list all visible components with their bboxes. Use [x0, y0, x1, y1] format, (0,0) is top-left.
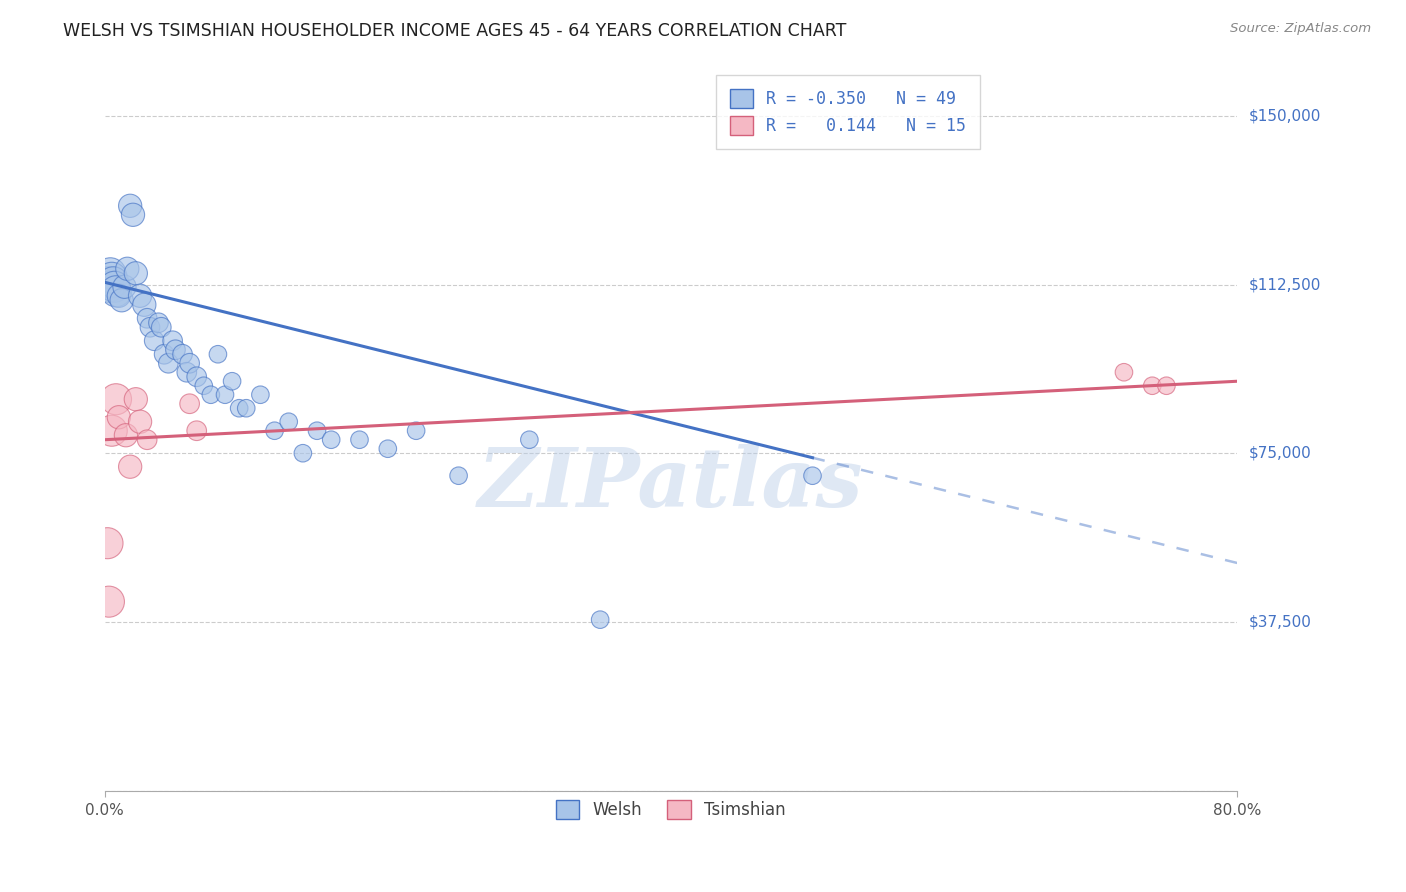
Point: [143, 334, 166, 348]
Point: [207, 347, 229, 361]
Point: [97, 595, 120, 609]
Point: [122, 208, 145, 222]
Text: $112,500: $112,500: [1249, 277, 1320, 292]
Text: $37,500: $37,500: [1249, 615, 1312, 630]
Point: [100, 270, 122, 285]
Point: [277, 415, 299, 429]
Point: [519, 433, 541, 447]
Text: WELSH VS TSIMSHIAN HOUSEHOLDER INCOME AGES 45 - 64 YEARS CORRELATION CHART: WELSH VS TSIMSHIAN HOUSEHOLDER INCOME AG…: [63, 22, 846, 40]
Point: [136, 433, 159, 447]
Point: [148, 316, 170, 330]
Point: [100, 424, 122, 438]
Point: [321, 433, 343, 447]
Point: [263, 424, 285, 438]
Point: [214, 388, 236, 402]
Point: [98, 266, 121, 280]
Point: [193, 378, 215, 392]
Point: [162, 334, 184, 348]
Point: [1142, 378, 1164, 392]
Point: [129, 415, 152, 429]
Point: [186, 424, 208, 438]
Point: [150, 320, 173, 334]
Point: [176, 365, 198, 379]
Point: [200, 388, 222, 402]
Point: [249, 388, 271, 402]
Text: $75,000: $75,000: [1249, 446, 1310, 460]
Point: [1156, 378, 1178, 392]
Point: [114, 279, 136, 293]
Point: [172, 347, 194, 361]
Point: [103, 279, 125, 293]
Point: [165, 343, 187, 357]
Point: [134, 298, 156, 312]
Point: [129, 289, 152, 303]
Point: [235, 401, 257, 416]
Point: [120, 459, 142, 474]
Point: [228, 401, 250, 416]
Point: [157, 356, 180, 370]
Point: [111, 293, 134, 308]
Legend: Welsh, Tsimshian: Welsh, Tsimshian: [550, 794, 793, 826]
Point: [96, 536, 118, 550]
Point: [179, 397, 201, 411]
Point: [101, 275, 124, 289]
Text: $150,000: $150,000: [1249, 108, 1320, 123]
Point: [105, 392, 128, 407]
Point: [405, 424, 427, 438]
Point: [97, 279, 120, 293]
Point: [179, 356, 201, 370]
Point: [291, 446, 314, 460]
Point: [105, 285, 128, 299]
Point: [589, 613, 612, 627]
Point: [221, 374, 243, 388]
Point: [120, 199, 142, 213]
Point: [96, 275, 118, 289]
Point: [153, 347, 176, 361]
Point: [117, 261, 139, 276]
Text: ZIPatlas: ZIPatlas: [478, 443, 863, 524]
Point: [115, 428, 138, 442]
Point: [125, 392, 148, 407]
Point: [349, 433, 371, 447]
Point: [305, 424, 328, 438]
Point: [108, 410, 131, 425]
Point: [377, 442, 399, 456]
Point: [108, 289, 131, 303]
Point: [139, 320, 162, 334]
Point: [186, 369, 208, 384]
Text: Source: ZipAtlas.com: Source: ZipAtlas.com: [1230, 22, 1371, 36]
Point: [1112, 365, 1135, 379]
Point: [447, 468, 470, 483]
Point: [801, 468, 824, 483]
Point: [125, 266, 148, 280]
Point: [136, 311, 159, 326]
